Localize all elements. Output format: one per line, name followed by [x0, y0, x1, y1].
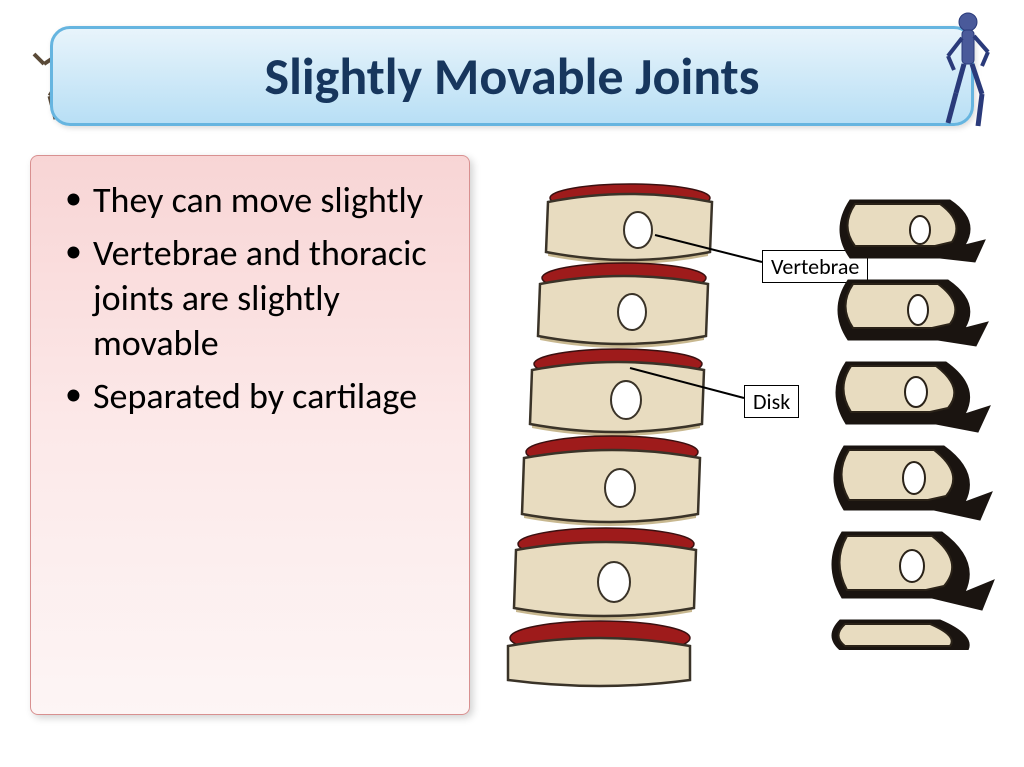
bullet-list: They can move slightly Vertebrae and tho…	[59, 178, 449, 419]
spine-front-view-icon	[490, 170, 750, 690]
spine-diagram: Vertebrae Disk	[490, 160, 1010, 720]
spine-side-view-icon	[820, 190, 995, 650]
label-disk: Disk	[744, 385, 799, 418]
bullet-item: Vertebrae and thoracic joints are slight…	[59, 231, 449, 366]
slide-title: Slightly Movable Joints	[265, 44, 760, 108]
content-box: They can move slightly Vertebrae and tho…	[30, 155, 470, 715]
title-banner: Slightly Movable Joints	[50, 26, 974, 126]
bullet-item: They can move slightly	[59, 178, 449, 223]
skeleton-walking-right-icon	[928, 8, 1018, 138]
bullet-item: Separated by cartilage	[59, 374, 449, 419]
